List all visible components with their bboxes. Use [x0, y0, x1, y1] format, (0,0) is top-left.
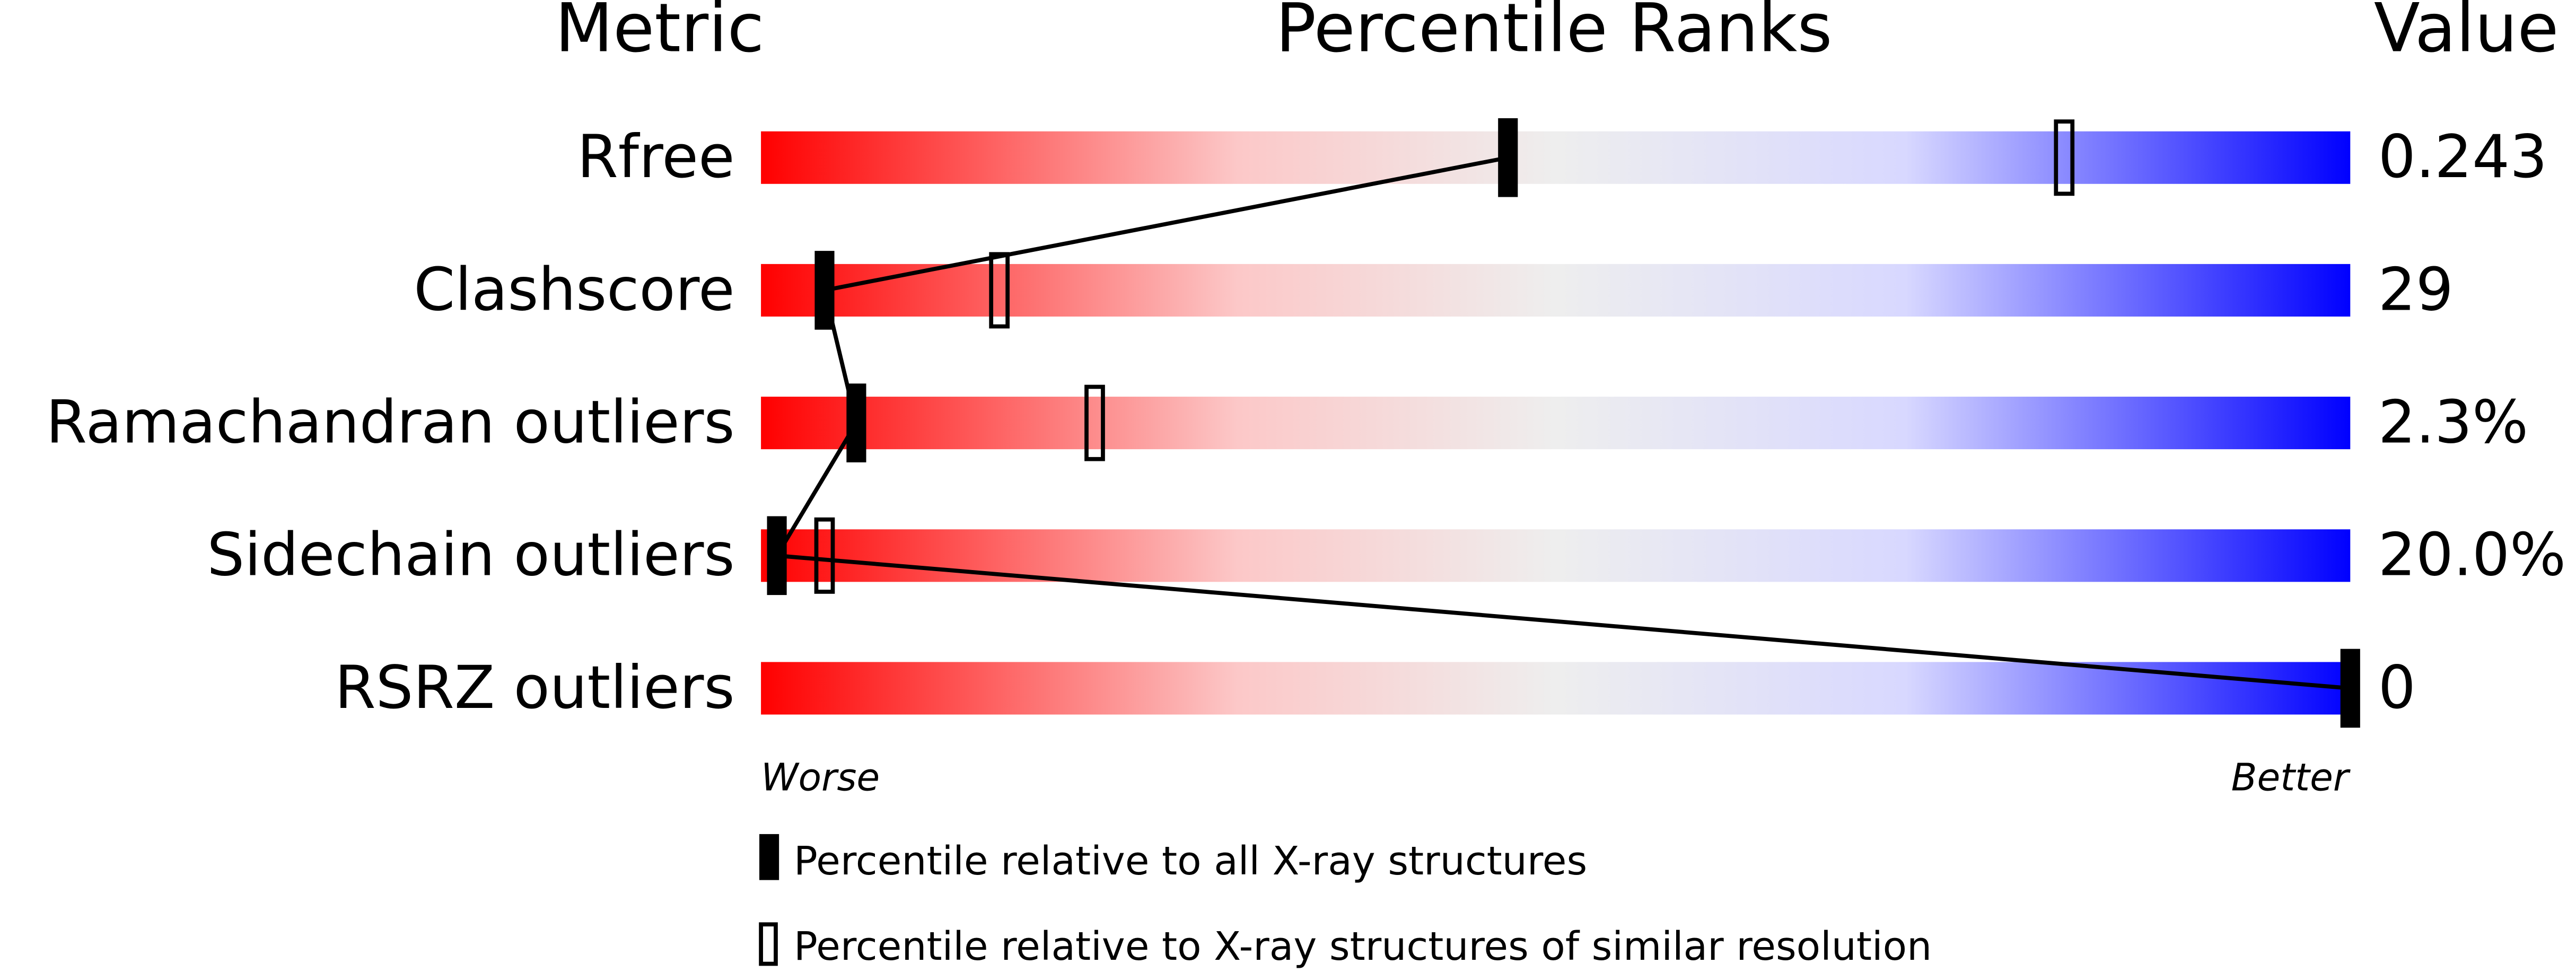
metric-value: 0.243: [2378, 123, 2547, 191]
marker-all: [846, 383, 866, 462]
metric-value: 0: [2378, 654, 2416, 722]
percentile-bar: [761, 529, 2351, 582]
marker-similar: [1084, 384, 1105, 461]
marker-similar: [989, 252, 1010, 329]
metric-label: Ramachandran outliers: [46, 389, 735, 457]
marker-all: [767, 516, 787, 596]
legend-entry: Percentile relative to X-ray structures …: [794, 923, 1932, 969]
marker-all: [814, 251, 835, 330]
legend-filled-icon: [759, 834, 779, 880]
percentile-bar: [761, 662, 2351, 715]
metric-value: 20.0%: [2378, 521, 2566, 590]
metric-label: Rfree: [577, 123, 734, 191]
legend-entry: Percentile relative to all X-ray structu…: [794, 838, 1587, 884]
metric-header: Metric: [555, 0, 765, 67]
legend-open-icon: [759, 922, 778, 966]
worse-label: Worse: [761, 755, 880, 799]
percentile-bar: [761, 397, 2351, 450]
metric-label: Sidechain outliers: [207, 521, 734, 590]
metric-label: RSRZ outliers: [335, 654, 734, 722]
percentile-bar: [761, 264, 2351, 317]
value-header: Value: [2374, 0, 2559, 67]
marker-similar: [814, 517, 835, 594]
better-label: Better: [2231, 755, 2351, 799]
marker-all: [1498, 118, 1518, 197]
percentile-bar: [761, 131, 2351, 184]
metric-value: 2.3%: [2378, 389, 2528, 457]
metric-label: Clashscore: [414, 256, 734, 324]
ranks-header: Percentile Ranks: [1276, 0, 1833, 67]
marker-similar: [2054, 119, 2075, 196]
metric-value: 29: [2378, 256, 2454, 324]
marker-all: [2340, 649, 2360, 728]
